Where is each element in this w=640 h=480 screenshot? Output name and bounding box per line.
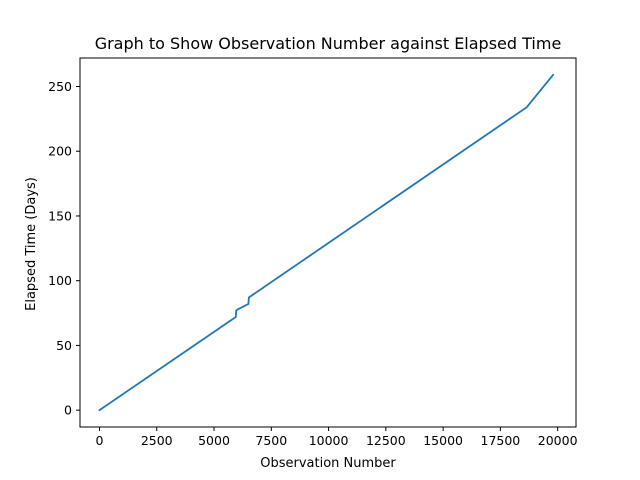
- plot-area: 0 2500 5000 7500 10000 12500 15000 17500 20000 0 5…: [48, 57, 578, 448]
- x-tick-label: 15000: [423, 433, 463, 448]
- y-tick-label: 0: [64, 403, 72, 418]
- x-tick-label: 20000: [538, 433, 578, 448]
- y-tick-label: 200: [48, 144, 72, 159]
- x-tick-label: 7500: [255, 433, 287, 448]
- y-tick-label: 250: [48, 79, 72, 94]
- axes-frame: [79, 57, 577, 428]
- x-tick-label: 17500: [481, 433, 521, 448]
- x-tick-label: 12500: [366, 433, 406, 448]
- x-tick-label: 2500: [141, 433, 173, 448]
- chart-title: Graph to Show Observation Number against…: [95, 34, 562, 53]
- x-axis-label: Observation Number: [260, 456, 396, 471]
- x-tick-label: 5000: [198, 433, 230, 448]
- y-axis-label: Elapsed Time (Days): [24, 177, 39, 311]
- x-tick-label: 0: [95, 433, 103, 448]
- y-tick-label: 100: [48, 273, 72, 288]
- y-tick-label: 150: [48, 208, 72, 223]
- y-tick-label: 50: [56, 338, 72, 353]
- series-line-1: [98, 73, 555, 412]
- x-tick-label: 10000: [309, 433, 349, 448]
